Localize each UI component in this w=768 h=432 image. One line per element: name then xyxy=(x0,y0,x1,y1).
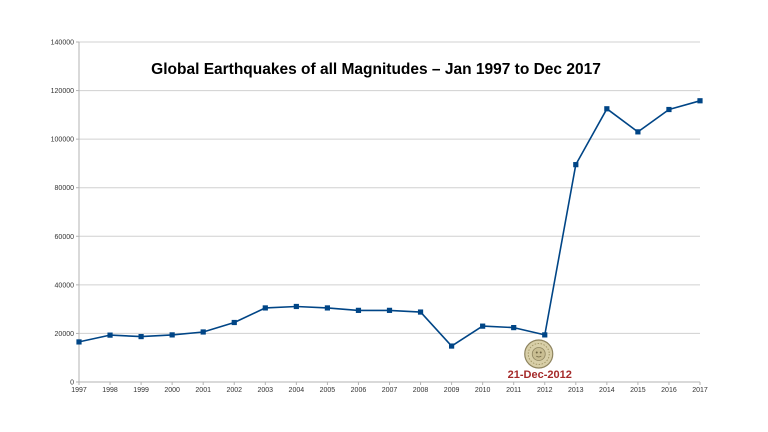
x-tick-label-4: 2001 xyxy=(195,387,211,394)
y-tick-label-6: 120000 xyxy=(51,88,74,95)
data-point-2013 xyxy=(573,162,579,168)
y-axis-ticks: 0 20000 40000 60000 80000 100000 120000 140000 xyxy=(51,40,79,387)
annotation-group: 21-Dec-2012 xyxy=(508,339,572,381)
x-tick-label-3: 2000 xyxy=(164,387,180,394)
x-tick-label-13: 2010 xyxy=(475,387,491,394)
y-tick-label-0: 0 xyxy=(70,380,74,387)
data-point-2010 xyxy=(480,323,486,329)
chart-title: Global Earthquakes of all Magnitudes – J… xyxy=(151,61,601,78)
data-point-2003 xyxy=(262,305,268,311)
x-tick-label-7: 2004 xyxy=(289,387,305,394)
data-point-2000 xyxy=(169,332,175,338)
x-tick-label-14: 2011 xyxy=(506,387,521,394)
data-point-2005 xyxy=(324,305,330,311)
x-tick-label-11: 2008 xyxy=(413,387,429,394)
x-tick-label-15: 2012 xyxy=(537,387,553,394)
x-tick-label-1: 1998 xyxy=(102,387,118,394)
annotation-label: 21-Dec-2012 xyxy=(508,369,572,381)
x-tick-label-17: 2014 xyxy=(599,387,615,394)
data-point-2004 xyxy=(293,303,299,310)
x-tick-label-0: 1997 xyxy=(71,387,87,394)
x-tick-label-2: 1999 xyxy=(133,387,149,394)
data-point-2017 xyxy=(697,98,703,104)
x-tick-label-18: 2015 xyxy=(630,387,646,394)
x-tick-label-12: 2009 xyxy=(444,387,460,394)
data-point-2002 xyxy=(231,319,237,326)
x-tick-label-20: 2017 xyxy=(692,387,708,394)
data-point-2014 xyxy=(604,106,610,112)
series-group xyxy=(76,98,703,349)
y-tick-label-2: 40000 xyxy=(55,282,75,289)
data-point-2008 xyxy=(417,309,424,315)
x-tick-label-6: 2003 xyxy=(258,387,274,394)
x-tick-label-5: 2002 xyxy=(226,387,242,394)
data-point-1997 xyxy=(76,339,82,345)
x-tick-label-19: 2016 xyxy=(661,387,677,394)
y-tick-label-4: 80000 xyxy=(55,185,75,192)
data-point-2012 xyxy=(542,332,548,338)
y-tick-label-5: 100000 xyxy=(51,137,74,144)
y-tick-label-3: 60000 xyxy=(55,234,75,241)
x-tick-label-8: 2005 xyxy=(320,387,336,394)
mayan-calendar-icon xyxy=(524,339,554,369)
data-point-1999 xyxy=(138,333,144,340)
data-point-2009 xyxy=(449,343,455,349)
data-point-1998 xyxy=(107,332,113,338)
y-tick-label-7: 140000 xyxy=(51,40,74,47)
data-point-2007 xyxy=(386,307,393,313)
gridlines xyxy=(79,41,700,383)
y-tick-label-1: 20000 xyxy=(55,331,75,338)
data-point-2016 xyxy=(666,106,672,113)
x-axis-ticks: 1997 1998 1999 2000 2001 2002 2003 2004 2005 2006… xyxy=(71,382,708,394)
x-tick-label-16: 2013 xyxy=(568,387,584,394)
x-tick-label-9: 2006 xyxy=(351,387,367,394)
data-point-2011 xyxy=(511,325,517,331)
data-point-2006 xyxy=(355,307,362,313)
x-tick-label-10: 2007 xyxy=(382,387,398,394)
axes xyxy=(78,42,700,383)
data-point-2001 xyxy=(200,329,206,335)
data-point-2015 xyxy=(635,129,641,135)
